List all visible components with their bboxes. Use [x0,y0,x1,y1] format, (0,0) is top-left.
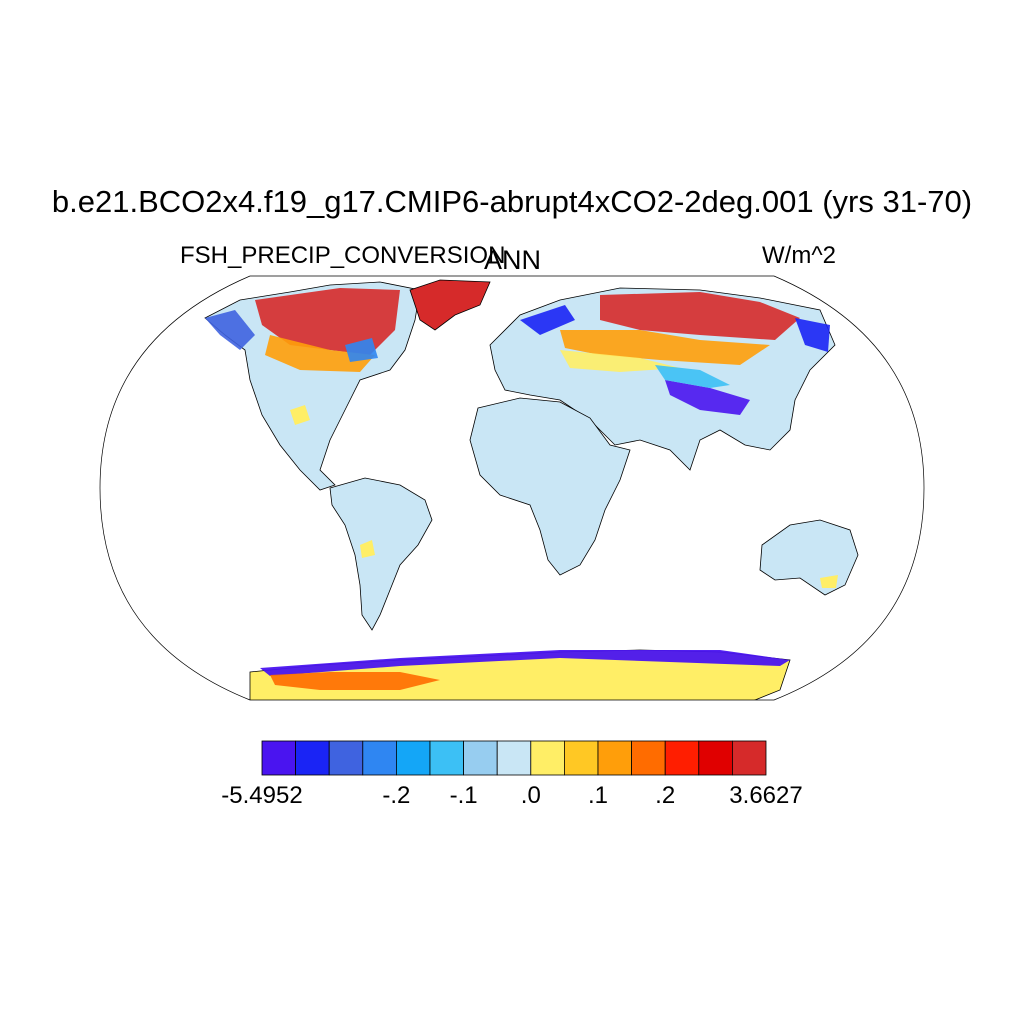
colorbar-swatch [698,740,733,776]
colorbar-tick-label: -5.4952 [221,782,303,809]
colorbar-swatch [664,740,700,776]
greenland-landmass [409,279,491,331]
colorbar-tick-label: -.2 [382,782,411,809]
alaska-cold-anomaly [205,310,255,350]
south-america-landmass [329,477,433,631]
colorbar-swatch [328,740,364,776]
antarctic-peninsula-warm [270,672,440,690]
south-america-yellow [360,540,375,558]
australia-yellow [820,575,838,588]
central-asia-blue [655,365,730,388]
colorbar-swatch [429,740,464,776]
antarctic-coast-cold [260,650,790,676]
tibet-cold-anomaly [665,380,750,415]
colorbar-swatch [564,740,599,776]
us-southeast-yellow [290,405,310,425]
colorbar-swatch [395,740,431,776]
colorbar-tick-label: .1 [587,782,609,809]
colorbar-swatch [295,740,330,776]
europe-yellow-band [560,350,680,372]
colorbar-swatch [463,740,498,776]
colorbar-swatch [496,740,532,776]
colorbar-tick-label: .2 [655,782,676,809]
canada-warm-anomaly [255,288,400,355]
colorbar-swatch [261,740,296,776]
colorbar-swatch [732,740,767,776]
scandinavia-cold [520,305,575,335]
africa-landmass [469,397,631,576]
colorbar-tick-label: -.1 [449,782,478,809]
units-label: W/m^2 [762,242,836,269]
colorbar-swatch [631,740,666,776]
map-border [99,275,925,701]
season-label: ANN [484,245,542,275]
colorbar-tick-label: .0 [520,782,541,809]
colorbar-tick-label: 3.6627 [729,782,803,809]
siberia-warm-anomaly [600,292,800,340]
hudson-blue-anomaly [345,338,378,362]
colorbar-swatch [362,740,397,776]
colorbar-swatch [597,740,632,776]
colorbar-swatch [530,740,565,776]
canada-orange-band [265,335,375,372]
russia-orange-band [560,330,770,365]
plot-title: b.e21.BCO2x4.f19_g17.CMIP6-abrupt4xCO2-2… [51,184,973,219]
northeast-asia-cold [795,318,830,352]
variable-name-label: FSH_PRECIP_CONVERSION [180,242,506,269]
